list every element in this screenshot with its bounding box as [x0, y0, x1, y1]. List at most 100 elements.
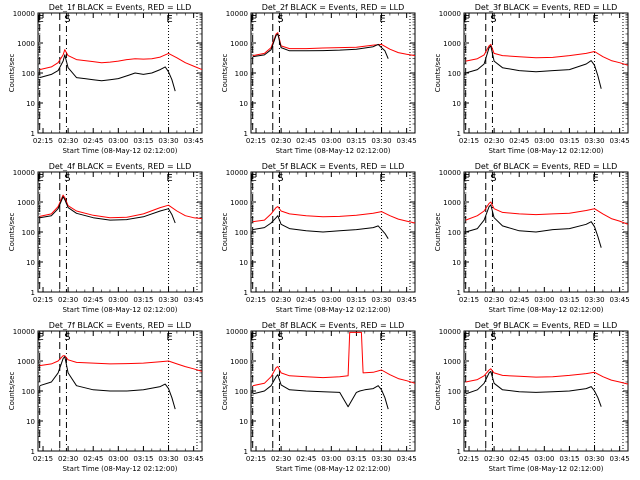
- y-tick-label: 1000: [443, 358, 461, 366]
- marker-label: E: [464, 332, 470, 343]
- x-tick-label: 02:45: [509, 137, 529, 145]
- x-axis-label: Start Time (08-May-12 02:12:00): [275, 147, 390, 155]
- chart-panel-5: Det_5f BLACK = Events, RED = LLD 1 10 100 10…: [221, 162, 417, 314]
- y-tick-label: 1: [244, 289, 248, 297]
- y-tick-label: 1: [31, 448, 35, 456]
- x-tick-label: 03:45: [397, 296, 417, 304]
- x-tick-label: 02:15: [246, 137, 266, 145]
- x-tick-label: 02:15: [246, 455, 266, 463]
- y-tick-label: 10000: [226, 169, 248, 177]
- series-events-line: [252, 33, 389, 59]
- series-lld-line: [39, 194, 203, 220]
- y-tick-label: 100: [448, 70, 461, 78]
- chart-title: Det_1f BLACK = Events, RED = LLD: [49, 3, 192, 12]
- x-tick-label: 03:30: [584, 296, 604, 304]
- series-lld-line: [39, 49, 203, 71]
- x-tick-label: 03:30: [584, 137, 604, 145]
- y-tick-label: 1: [457, 289, 461, 297]
- x-tick-label: 03:30: [584, 455, 604, 463]
- y-axis-label: Counts/sec: [434, 54, 442, 93]
- y-tick-label: 1000: [230, 199, 248, 207]
- series-lld-line: [252, 331, 416, 387]
- series-events-line: [39, 54, 176, 92]
- chart-title: Det_4f BLACK = Events, RED = LLD: [49, 162, 192, 171]
- marker-label: E: [464, 173, 470, 184]
- y-axis-label: Counts/sec: [8, 213, 16, 252]
- y-tick-label: 100: [235, 229, 248, 237]
- y-axis-label: Counts/sec: [434, 372, 442, 411]
- marker-label: E: [251, 332, 257, 343]
- x-tick-label: 03:45: [184, 455, 204, 463]
- series-events-line: [465, 370, 602, 407]
- x-tick-label: 02:15: [33, 455, 53, 463]
- x-tick-label: 03:30: [371, 455, 391, 463]
- y-tick-label: 10000: [439, 328, 461, 336]
- series-lld-line: [39, 355, 203, 372]
- x-tick-label: 02:45: [296, 296, 316, 304]
- x-tick-label: 03:00: [321, 455, 341, 463]
- x-axis-label: Start Time (08-May-12 02:12:00): [62, 147, 177, 155]
- y-tick-label: 100: [448, 229, 461, 237]
- x-tick-label: 03:30: [158, 455, 178, 463]
- chart-panel-8: Det_8f BLACK = Events, RED = LLD 1 10 100 10…: [221, 321, 417, 473]
- x-tick-label: 03:00: [321, 137, 341, 145]
- series-lld-line: [252, 32, 416, 57]
- marker-label: S: [490, 173, 496, 184]
- marker-label: S: [277, 14, 283, 25]
- series-lld-line: [465, 368, 629, 385]
- x-tick-label: 03:00: [534, 455, 554, 463]
- x-tick-label: 02:45: [509, 455, 529, 463]
- x-tick-label: 02:15: [246, 296, 266, 304]
- x-tick-label: 02:30: [58, 296, 78, 304]
- y-tick-label: 10: [26, 100, 35, 108]
- x-tick-label: 03:30: [158, 296, 178, 304]
- y-axis-label: Counts/sec: [434, 213, 442, 252]
- marker-label: E: [166, 173, 172, 184]
- x-tick-label: 03:00: [108, 137, 128, 145]
- series-lld-line: [465, 201, 629, 225]
- x-tick-label: 03:30: [371, 296, 391, 304]
- x-tick-label: 02:30: [58, 137, 78, 145]
- x-tick-label: 03:15: [559, 137, 579, 145]
- y-tick-label: 100: [448, 388, 461, 396]
- x-tick-label: 03:00: [534, 296, 554, 304]
- marker-label: S: [64, 173, 70, 184]
- plot-frame: [250, 171, 416, 293]
- x-tick-label: 03:00: [108, 296, 128, 304]
- x-tick-label: 02:30: [271, 296, 291, 304]
- y-tick-label: 10000: [13, 10, 35, 18]
- y-tick-label: 100: [22, 70, 35, 78]
- y-tick-label: 1000: [17, 358, 35, 366]
- x-tick-label: 03:00: [321, 296, 341, 304]
- series-lld-line: [465, 43, 629, 66]
- x-axis-label: Start Time (08-May-12 02:12:00): [275, 465, 390, 473]
- x-tick-label: 02:30: [484, 296, 504, 304]
- y-tick-label: 1: [457, 448, 461, 456]
- x-tick-label: 03:15: [559, 296, 579, 304]
- chart-title: Det_3f BLACK = Events, RED = LLD: [475, 3, 618, 12]
- marker-label: E: [464, 14, 470, 25]
- x-tick-label: 03:00: [108, 455, 128, 463]
- x-tick-label: 02:15: [459, 137, 479, 145]
- x-tick-label: 03:45: [397, 455, 417, 463]
- marker-label: E: [38, 173, 44, 184]
- y-tick-label: 10: [26, 418, 35, 426]
- x-tick-label: 03:15: [559, 455, 579, 463]
- plot-frame: [250, 12, 416, 134]
- marker-label: S: [64, 332, 70, 343]
- plot-frame: [37, 12, 203, 134]
- y-tick-label: 10: [239, 259, 248, 267]
- y-axis-label: Counts/sec: [8, 372, 16, 411]
- marker-label: S: [490, 332, 496, 343]
- marker-label: S: [277, 332, 283, 343]
- chart-panel-7: Det_7f BLACK = Events, RED = LLD 1 10 100 10…: [8, 321, 204, 473]
- marker-label: S: [490, 14, 496, 25]
- y-tick-label: 100: [22, 229, 35, 237]
- marker-label: E: [379, 332, 385, 343]
- x-tick-label: 03:45: [610, 296, 630, 304]
- y-tick-label: 1: [244, 448, 248, 456]
- y-tick-label: 100: [22, 388, 35, 396]
- x-axis-label: Start Time (08-May-12 02:12:00): [275, 306, 390, 314]
- x-tick-label: 02:30: [271, 455, 291, 463]
